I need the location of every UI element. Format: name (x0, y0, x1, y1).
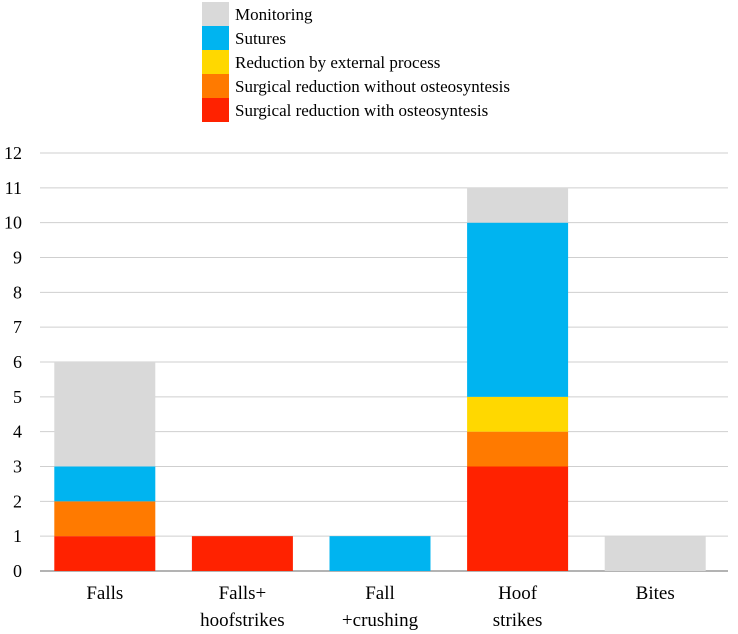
bar-segment (467, 431, 569, 467)
x-category-label-line: Bites (636, 583, 675, 604)
x-category-label-line: hoofstrikes (200, 610, 284, 631)
bar-segment (191, 536, 293, 571)
bar-segment (604, 536, 706, 571)
x-category-label-line: strikes (493, 610, 543, 631)
bar-segment (54, 466, 156, 502)
legend-swatch (202, 2, 229, 26)
y-tick-label: 10 (4, 213, 22, 233)
bar-segment (54, 362, 156, 467)
y-tick-label: 4 (13, 422, 22, 442)
legend-label: Monitoring (235, 5, 313, 24)
y-tick-label: 6 (13, 352, 22, 372)
y-tick-label: 3 (13, 457, 22, 477)
x-axis-categories: Falls Falls+ hoofstrikes Fall +crushing Hoof s… (86, 583, 674, 631)
bar-segment (329, 536, 431, 571)
y-tick-label: 11 (5, 178, 22, 198)
legend-label: Surgical reduction without osteosyntesis (235, 77, 510, 96)
legend-swatch (202, 74, 229, 98)
x-category-label: Falls (86, 583, 123, 604)
legend: Monitoring Sutures Reduction by external p… (202, 2, 510, 122)
bars (54, 187, 706, 571)
x-category-label: Hoof strikes (493, 583, 543, 631)
x-category-label-line: Fall (365, 583, 395, 604)
legend-label: Surgical reduction with osteosyntesis (235, 101, 488, 120)
bar-segment (467, 466, 569, 571)
bar-segment (54, 536, 156, 571)
y-tick-label: 12 (4, 143, 22, 163)
x-category-label-line: Hoof (498, 583, 538, 604)
legend-swatch (202, 26, 229, 50)
y-tick-label: 0 (13, 561, 22, 581)
legend-label: Sutures (235, 29, 286, 48)
legend-swatch (202, 98, 229, 122)
x-category-label: Bites (636, 583, 675, 604)
x-category-label: Falls+ hoofstrikes (200, 583, 284, 631)
legend-label: Reduction by external process (235, 53, 440, 72)
bar-segment (54, 501, 156, 537)
y-tick-label: 1 (13, 526, 22, 546)
y-tick-label: 8 (13, 282, 22, 302)
x-category-label-line: +crushing (342, 610, 419, 631)
x-category-label-line: Falls (86, 583, 123, 604)
legend-swatch (202, 50, 229, 74)
bar-segment (467, 222, 569, 397)
x-category-label-line: Falls+ (219, 583, 267, 604)
y-tick-label: 7 (13, 317, 22, 337)
x-category-label: Fall +crushing (342, 583, 419, 631)
y-tick-label: 5 (13, 387, 22, 407)
y-tick-label: 9 (13, 248, 22, 268)
bar-segment (467, 187, 569, 223)
y-tick-label: 2 (13, 491, 22, 511)
bar-segment (467, 396, 569, 432)
